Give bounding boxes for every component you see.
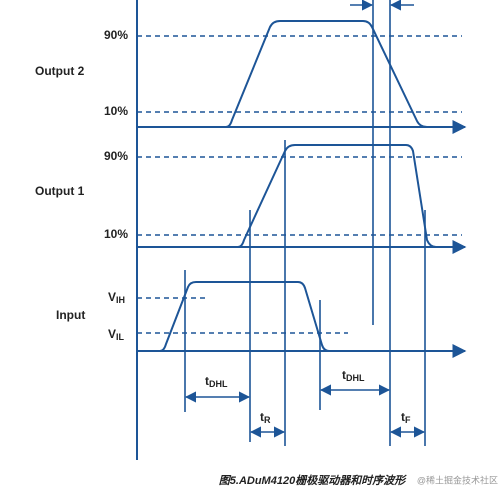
main: t [401,410,405,424]
main: V [108,327,116,341]
level-label: 10% [104,104,128,118]
main: t [205,374,209,388]
output-2 [137,20,467,134]
sub: R [264,415,271,425]
sub: IH [116,295,125,305]
row-label: Output 2 [35,64,85,78]
main: t [260,410,264,424]
level-label: VIH [108,290,125,305]
level-label: 90% [104,149,128,163]
level-label: 90% [104,28,128,42]
guides [136,0,426,460]
sub: IL [116,332,125,342]
timing-label: tF [401,410,411,425]
main: t [342,368,346,382]
level-label: VIL [108,327,125,342]
caption: 图5.ADuM4120栅极驱动器和时序波形 [219,474,407,487]
row-label: Output 1 [35,184,85,198]
level-label: 10% [104,227,128,241]
timing-label: tR [260,410,271,425]
sub: DHL [346,373,365,383]
main: V [108,290,116,304]
timing-label: tDHL [342,368,365,383]
sub: F [405,415,411,425]
timing-label: tDHL [205,374,228,389]
sub: DHL [209,379,228,389]
output-1 [137,144,467,254]
row-label: Input [56,308,85,322]
watermark: @稀土掘金技术社区 [417,474,498,485]
timing-arrows [184,384,426,438]
input [137,281,467,358]
